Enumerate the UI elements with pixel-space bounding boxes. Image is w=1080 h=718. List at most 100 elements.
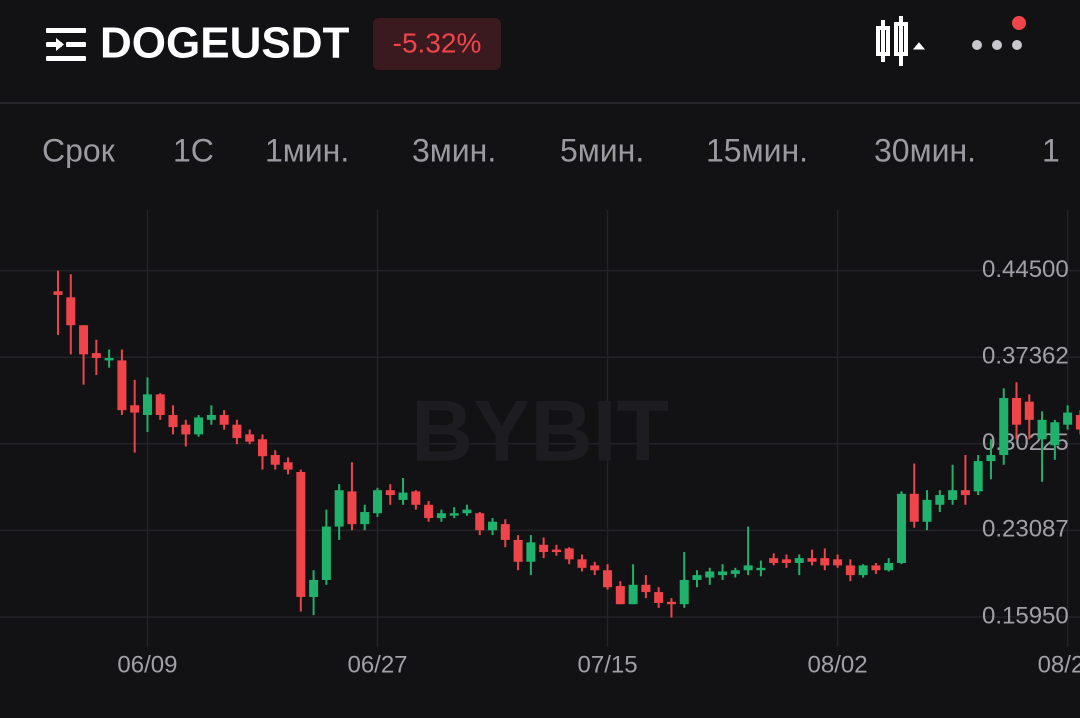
candle-body xyxy=(896,493,906,563)
candle-body xyxy=(475,513,485,531)
watermark: BYBIT xyxy=(411,384,669,480)
timeframe-option[interactable]: 3мин. xyxy=(412,132,496,168)
candle-body xyxy=(590,565,600,571)
x-tick-label: 08/20 xyxy=(1038,651,1080,678)
timeframe-option[interactable]: 30мин. xyxy=(874,132,976,168)
candle-body xyxy=(756,567,766,571)
candle-body xyxy=(194,417,204,435)
candle-body xyxy=(743,565,753,571)
y-tick-label: 0.23087 xyxy=(982,516,1069,543)
candle-body xyxy=(449,513,459,516)
timeframe-option[interactable]: 1мин. xyxy=(265,132,349,168)
candle-body xyxy=(781,559,791,563)
candle-body xyxy=(168,414,178,428)
candle-body xyxy=(884,562,894,571)
x-tick-label: 07/15 xyxy=(578,651,638,678)
symbol[interactable]: DOGEUSDT xyxy=(100,19,349,68)
timeframe-option[interactable]: 5мин. xyxy=(560,132,644,168)
candle-body xyxy=(999,398,1009,456)
x-tick-label: 06/09 xyxy=(117,651,177,678)
candle-body xyxy=(206,414,216,420)
candle-body xyxy=(462,509,472,514)
timeframe-option[interactable]: Срок xyxy=(42,132,116,168)
candle-body xyxy=(551,549,561,553)
timeframe-option[interactable]: 1 xyxy=(1042,132,1060,168)
more-icon[interactable] xyxy=(972,16,1026,50)
candle-body xyxy=(398,492,408,500)
candle-body xyxy=(833,559,843,566)
candle-body xyxy=(66,297,76,326)
candle-body xyxy=(360,512,370,525)
candle-body xyxy=(155,394,165,415)
candle-body xyxy=(53,291,63,295)
candle-body xyxy=(334,490,344,527)
axis-labels: 0.445000.373620.302250.230870.1595006/09… xyxy=(117,256,1080,678)
candle-body xyxy=(718,571,728,576)
candle-body xyxy=(513,539,523,562)
candle-body xyxy=(117,360,127,411)
candle-body xyxy=(296,471,306,597)
candle-body xyxy=(436,513,446,519)
candle-body xyxy=(424,504,434,519)
candle-body xyxy=(385,490,395,496)
candle-body xyxy=(654,592,664,603)
candle-body xyxy=(1050,422,1060,446)
candle-body xyxy=(373,490,382,514)
candle-body xyxy=(539,544,549,553)
candle-body xyxy=(730,570,740,574)
candle-body xyxy=(948,490,958,500)
candle-body xyxy=(615,586,625,605)
candle-body xyxy=(986,455,996,462)
menu-icon[interactable] xyxy=(46,28,86,61)
candle-body xyxy=(922,499,932,522)
candle-body xyxy=(845,565,855,576)
candle-body xyxy=(181,424,191,435)
timeframe-bar: Срок 1С 1мин. 3мин. 5мин. 15мин. 30мин. 1 xyxy=(42,132,1060,168)
x-tick-label: 08/02 xyxy=(808,651,868,678)
candle-body xyxy=(219,414,229,425)
change-badge xyxy=(373,18,501,70)
candle-body xyxy=(91,353,101,358)
candle-body xyxy=(257,439,267,457)
candle-body xyxy=(104,357,114,361)
y-tick-label: 0.15950 xyxy=(982,602,1069,629)
candle-body xyxy=(935,495,945,505)
candle-body xyxy=(526,542,536,562)
candle-body xyxy=(577,559,587,568)
candle-body xyxy=(909,493,919,522)
candle-body xyxy=(1075,414,1080,430)
candle-body xyxy=(232,424,242,439)
candle-body xyxy=(705,571,715,578)
candle-body xyxy=(820,558,830,566)
timeframe-option[interactable]: 15мин. xyxy=(706,132,808,168)
timeframe-option[interactable]: 1С xyxy=(173,132,214,168)
y-tick-label: 0.44500 xyxy=(982,256,1069,283)
candle-body xyxy=(309,579,319,597)
candle-body xyxy=(871,565,881,571)
chart-type-icon[interactable] xyxy=(876,16,926,66)
candle-body xyxy=(679,579,689,605)
candle-body xyxy=(488,521,498,531)
candle-body xyxy=(79,325,89,355)
candle-body xyxy=(603,570,613,588)
candle-body xyxy=(1024,401,1034,420)
candle-body xyxy=(245,434,255,442)
candle-body xyxy=(960,490,970,496)
candle-body xyxy=(283,462,293,470)
candle-body xyxy=(1012,398,1021,425)
candle-body xyxy=(142,394,152,415)
candle-body xyxy=(794,558,804,563)
candle-body xyxy=(666,601,676,605)
candle-body xyxy=(347,491,357,525)
candle-body xyxy=(411,491,421,505)
x-tick-label: 06/27 xyxy=(347,651,407,678)
candle-body xyxy=(500,524,510,540)
candle-body xyxy=(692,575,702,580)
candle-body xyxy=(769,558,779,563)
candle-body xyxy=(1063,412,1073,425)
candle-body xyxy=(807,558,817,562)
candle-body xyxy=(564,548,574,560)
